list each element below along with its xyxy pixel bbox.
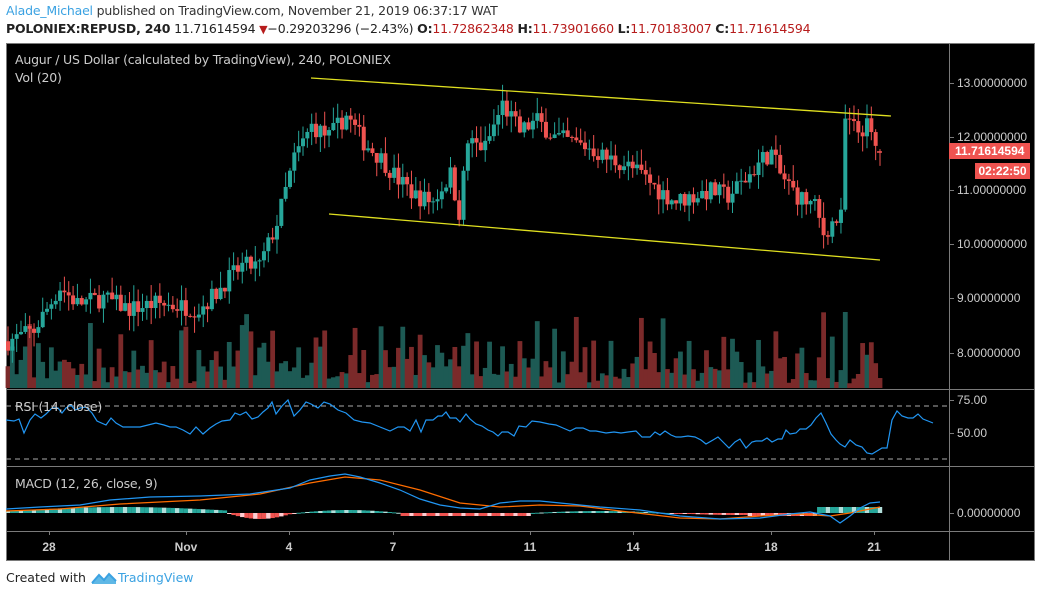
created-with-text: Created with — [6, 570, 86, 585]
bar-countdown: 02:22:50 — [975, 163, 1030, 179]
high-value: 11.73901660 — [532, 21, 615, 36]
tradingview-logo-icon[interactable] — [91, 571, 117, 585]
high-label: H: — [517, 21, 533, 36]
macd-line — [5, 473, 881, 524]
time-tick: 14 — [626, 540, 640, 554]
last-price-tag: 11.71614594 — [949, 143, 1030, 159]
time-tick: 21 — [867, 540, 881, 554]
price-tick: 10.00000000 — [957, 237, 1028, 251]
rsi-tick: 75.00 — [957, 393, 988, 407]
price-tick: 8.00000000 — [957, 346, 1021, 360]
last-price: 11.71614594 — [174, 21, 256, 36]
published-text: published on TradingView.com, November 2… — [96, 3, 498, 18]
macd-tick: 0.00000000 — [957, 506, 1021, 520]
time-tick: 18 — [764, 540, 778, 554]
rsi-tick: 50.00 — [957, 426, 988, 440]
volume-legend[interactable]: Vol (20) — [15, 70, 62, 85]
price-tick: 13.00000000 — [957, 76, 1028, 90]
upper-trendline[interactable] — [310, 77, 892, 117]
open-label: O: — [417, 21, 433, 36]
time-tick: Nov — [174, 540, 198, 554]
price-tick: 11.00000000 — [957, 183, 1027, 197]
channel-trendlines[interactable] — [310, 77, 892, 261]
open-value: 11.72862348 — [432, 21, 514, 36]
low-value: 11.70183007 — [630, 21, 712, 36]
rsi-bands — [6, 405, 949, 460]
down-triangle-icon: ▼ — [259, 23, 268, 36]
lower-trendline[interactable] — [328, 213, 881, 261]
time-tick: 4 — [285, 540, 293, 554]
author-link[interactable]: Alade_Michael — [6, 3, 93, 18]
chart-title: Augur / US Dollar (calculated by Trading… — [15, 52, 391, 67]
time-tick: 7 — [389, 540, 397, 554]
close-value: 11.71614594 — [729, 21, 811, 36]
pane-dividers — [6, 43, 1035, 561]
price-axis-ticks — [949, 83, 954, 514]
low-label: L: — [617, 21, 631, 36]
symbol-interval: POLONIEX:REPUSD, 240 — [6, 21, 171, 36]
rsi-legend[interactable]: RSI (14, close) — [15, 399, 103, 414]
tradingview-link[interactable]: TradingView — [117, 570, 194, 585]
time-tick: 11 — [523, 540, 537, 554]
symbol-info: POLONIEX:REPUSD, 240 11.71614594 ▼−0.292… — [6, 21, 811, 36]
publish-info: Alade_Michael published on TradingView.c… — [6, 3, 498, 18]
price-change: −0.29203296 (−2.43%) — [267, 21, 414, 36]
close-label: C: — [715, 21, 730, 36]
macd-legend[interactable]: MACD (12, 26, close, 9) — [15, 476, 158, 491]
time-axis-ticks — [49, 531, 875, 535]
price-tick: 12.00000000 — [957, 130, 1028, 144]
candlesticks — [6, 84, 882, 363]
price-tick: 9.00000000 — [957, 291, 1021, 305]
rsi-line — [5, 398, 934, 455]
footer: Created with TradingView — [6, 570, 193, 585]
volume-bars — [5, 312, 883, 388]
time-tick: 28 — [42, 540, 56, 554]
